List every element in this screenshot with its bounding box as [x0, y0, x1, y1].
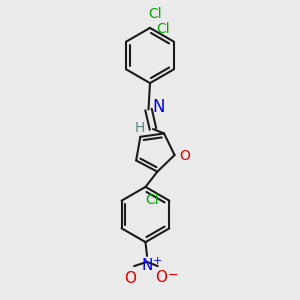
Text: Cl: Cl [157, 22, 170, 36]
Text: Cl: Cl [148, 7, 162, 21]
Text: N: N [141, 258, 153, 273]
Text: Cl: Cl [145, 193, 159, 207]
Text: +: + [153, 256, 162, 266]
Text: O: O [179, 148, 190, 163]
Text: O: O [124, 271, 136, 286]
Text: H: H [134, 122, 145, 135]
Text: −: − [168, 269, 178, 282]
Text: N: N [152, 98, 165, 116]
Text: O: O [155, 270, 167, 285]
